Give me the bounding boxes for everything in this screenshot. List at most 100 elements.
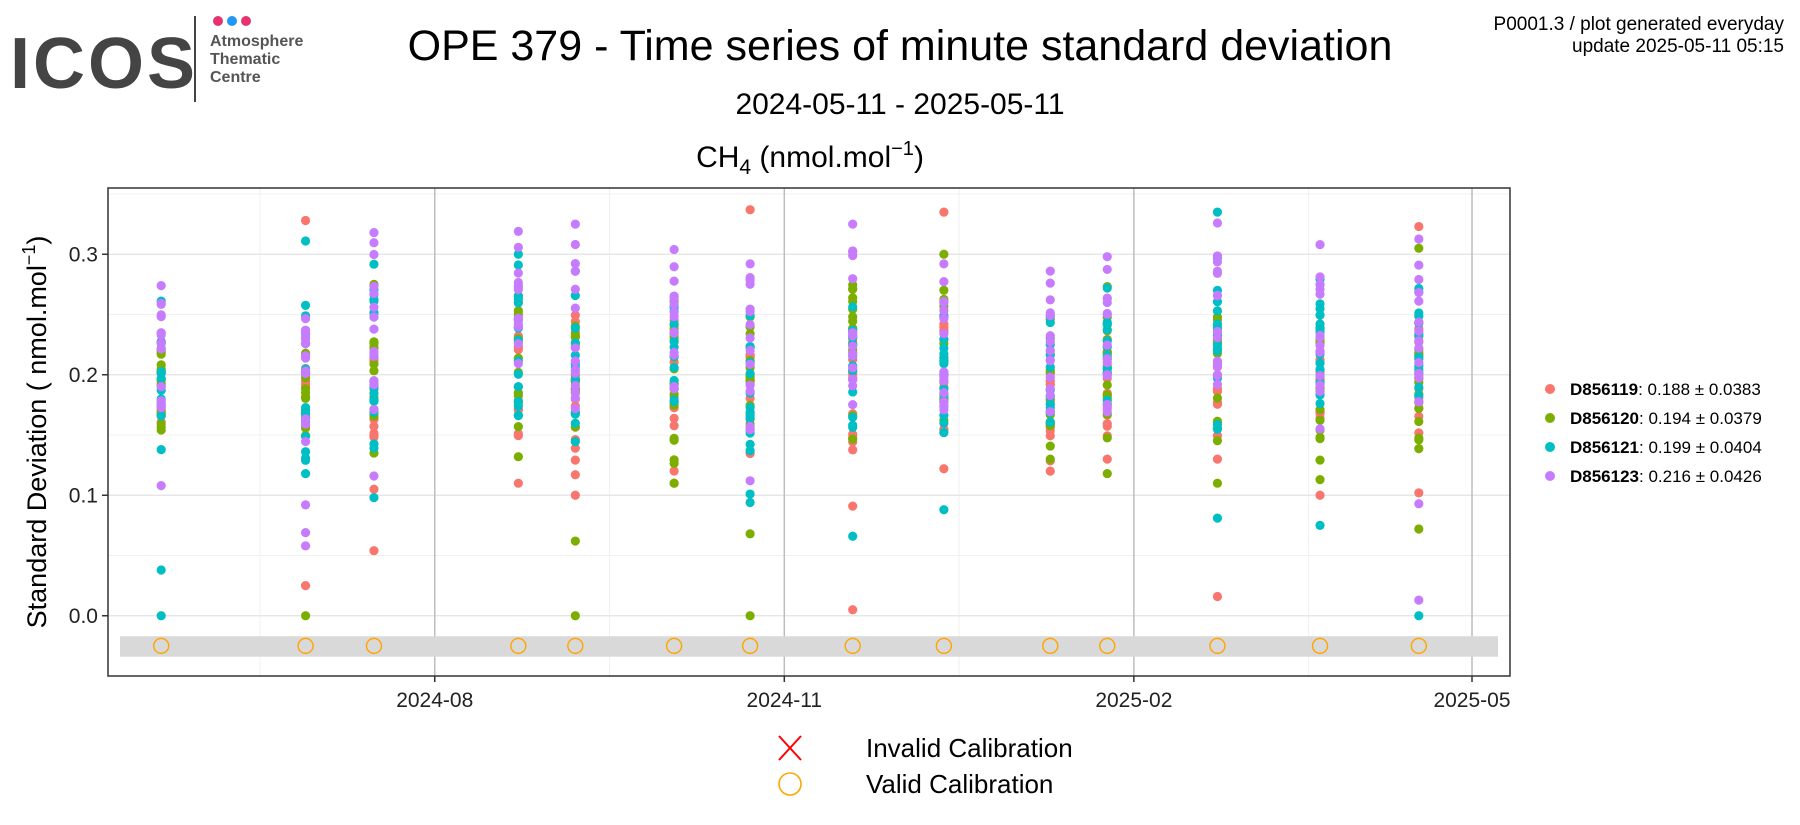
data-point — [1414, 444, 1424, 454]
data-point — [939, 418, 949, 428]
plot-info: P0001.3 / plot generated everyday update… — [1494, 14, 1784, 58]
y-tick-label: 0.0 — [69, 605, 98, 628]
legend-invalid-label: Invalid Calibration — [866, 732, 1073, 763]
plot-panel — [108, 188, 1510, 676]
data-point-outlier — [939, 249, 949, 259]
data-point — [1045, 337, 1055, 347]
data-point — [1315, 424, 1325, 434]
data-point — [939, 296, 949, 307]
data-point — [669, 328, 679, 338]
data-point — [570, 343, 580, 353]
data-point — [156, 411, 166, 421]
data-point — [1212, 386, 1223, 396]
data-point-outlier — [745, 489, 755, 499]
data-point — [1045, 308, 1055, 318]
data-point — [1102, 407, 1112, 417]
data-point-outlier — [745, 497, 755, 508]
data-point-outlier — [939, 464, 949, 474]
data-point — [300, 366, 311, 376]
data-points — [156, 205, 1424, 621]
data-point — [848, 246, 858, 256]
data-point-outlier — [1212, 207, 1223, 217]
data-point — [1212, 326, 1223, 337]
calibration-marker-valid — [844, 637, 861, 655]
data-point — [669, 293, 679, 303]
calibration-marker-valid — [1410, 637, 1428, 655]
data-point-outlier — [369, 227, 379, 238]
data-point — [848, 351, 858, 361]
data-point-outlier — [1414, 499, 1424, 509]
data-point — [300, 351, 311, 361]
logo-dot-3 — [241, 16, 251, 26]
data-point-outlier — [570, 536, 580, 546]
data-point — [300, 436, 311, 447]
data-point-outlier — [848, 501, 858, 511]
data-point — [1045, 278, 1055, 288]
data-point-outlier — [1045, 266, 1055, 276]
data-point — [513, 358, 523, 369]
x-tick-label: 2025-02 — [1095, 689, 1172, 712]
data-point — [848, 445, 858, 455]
data-point — [1414, 336, 1424, 346]
data-point-outlier — [369, 546, 379, 556]
plot-info-line-2: update 2025-05-11 05:15 — [1572, 36, 1784, 57]
data-point — [1045, 355, 1055, 365]
data-point — [848, 316, 858, 326]
data-point — [369, 302, 379, 312]
data-point-outlier — [1315, 490, 1325, 500]
data-point — [570, 329, 580, 340]
data-point-outlier — [745, 611, 755, 621]
data-point — [848, 329, 858, 340]
data-point — [669, 262, 679, 272]
data-point — [669, 307, 679, 317]
logo-line-3: Centre — [210, 69, 261, 86]
data-point — [1414, 403, 1424, 414]
data-point — [1045, 384, 1055, 394]
data-point — [1102, 340, 1112, 350]
data-point — [848, 293, 858, 303]
data-point — [156, 298, 166, 309]
data-point — [1414, 433, 1424, 443]
data-point-outlier — [1212, 513, 1223, 523]
data-point — [1102, 369, 1112, 380]
data-point-outlier — [939, 505, 949, 515]
data-point — [300, 314, 311, 324]
data-point — [848, 400, 858, 410]
data-point — [369, 395, 379, 405]
data-point-outlier — [300, 611, 311, 621]
data-point — [300, 325, 311, 335]
icos-logo: ICOS Atmosphere Thematic Centre — [10, 16, 303, 104]
calibration-marker-valid — [1311, 637, 1329, 655]
data-point — [513, 242, 523, 252]
data-point — [1045, 362, 1055, 372]
data-point — [1315, 319, 1325, 329]
calibration-marker-valid — [152, 637, 170, 655]
data-point — [300, 334, 311, 344]
calibration-band — [120, 636, 1498, 657]
data-point — [1045, 390, 1055, 401]
data-point — [1045, 441, 1055, 451]
data-point-outlier — [1315, 240, 1325, 250]
data-point-outlier — [570, 470, 580, 480]
data-point-outlier — [513, 226, 523, 236]
data-point-outlier — [1414, 243, 1424, 253]
legend-valid-label: Valid Calibration — [866, 768, 1054, 799]
page-title: OPE 379 - Time series of minute standard… — [407, 22, 1393, 70]
data-point-outlier — [669, 478, 679, 488]
data-point — [513, 306, 523, 316]
data-point — [369, 432, 379, 442]
data-point — [369, 443, 379, 453]
legend-swatch — [1545, 413, 1555, 423]
data-point — [369, 249, 379, 260]
data-point — [1414, 317, 1424, 327]
data-point — [669, 413, 679, 423]
data-point — [669, 395, 679, 405]
data-point — [570, 259, 580, 269]
data-point-outlier — [300, 528, 311, 538]
data-point-outlier — [1414, 221, 1424, 232]
data-point — [1212, 266, 1223, 276]
data-point-outlier — [1212, 591, 1223, 602]
data-point — [369, 404, 379, 415]
data-point — [156, 338, 166, 349]
legend-entry: D856123: 0.216 ± 0.0426 — [1570, 467, 1762, 486]
